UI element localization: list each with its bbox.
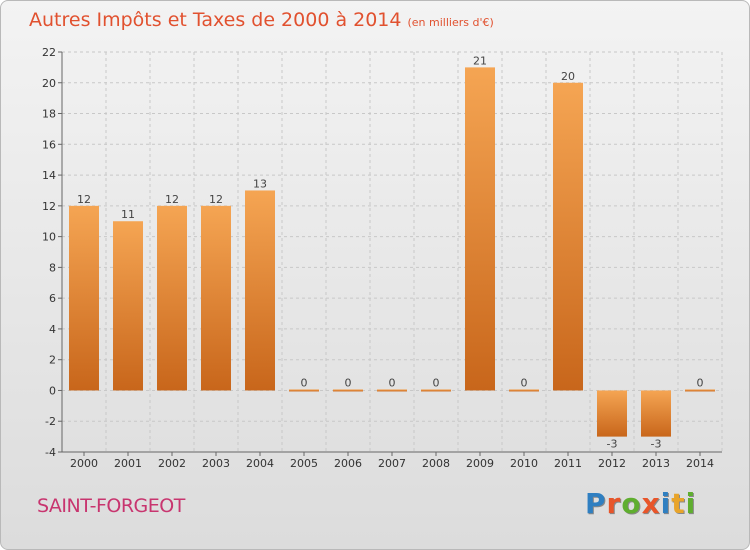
x-tick-label: 2014 [686,457,714,470]
data-label: 13 [253,177,267,190]
commune-name: SAINT-FORGEOT [37,495,185,517]
x-tick-label: 2005 [290,457,318,470]
logo-letter: i [660,487,672,520]
y-tick-label: 6 [49,292,56,305]
data-label: 12 [77,193,91,206]
bar [69,205,99,391]
data-label: 0 [433,376,440,389]
chart-title-text: Autres Impôts et Taxes de 2000 à 2014 [29,9,402,31]
data-label: 0 [345,376,352,389]
logo-letter: i [685,487,697,520]
x-tick-label: 2007 [378,457,406,470]
x-tick-label: 2002 [158,457,186,470]
y-tick-label: 8 [49,261,56,274]
x-tick-label: 2000 [70,457,98,470]
y-tick-label: 14 [42,169,56,182]
x-tick-label: 2001 [114,457,142,470]
data-label: 12 [209,193,223,206]
data-label: 11 [121,208,135,221]
data-label: 0 [697,376,704,389]
logo-letter: t [671,487,686,520]
x-tick-label: 2010 [510,457,538,470]
bar [113,221,143,391]
data-label: 20 [561,70,575,83]
data-label: -3 [651,438,662,451]
chart-title: Autres Impôts et Taxes de 2000 à 2014 (en… [29,9,494,31]
x-tick-label: 2011 [554,457,582,470]
bar [641,390,671,437]
labels: -4-2024681012141618202220001220011120021… [42,46,714,470]
y-tick-label: 12 [42,200,56,213]
proxiti-logo[interactable]: Proxiti [585,487,696,520]
bar [597,390,627,437]
bar [553,82,583,391]
y-tick-label: 10 [42,231,56,244]
bar [157,205,187,391]
logo-letter: P [585,487,607,520]
x-tick-label: 2009 [466,457,494,470]
bar [333,389,363,392]
chart-unit: (en milliers d'€) [407,16,494,29]
bar [465,67,495,391]
y-tick-label: 16 [42,138,56,151]
y-tick-label: 22 [42,46,56,59]
data-label: -3 [607,438,618,451]
y-tick-label: -2 [45,415,56,428]
y-tick-label: 2 [49,354,56,367]
data-label: 12 [165,193,179,206]
y-tick-label: -4 [45,446,56,459]
x-tick-label: 2012 [598,457,626,470]
x-tick-label: 2003 [202,457,230,470]
x-tick-label: 2008 [422,457,450,470]
logo-letter: o [621,487,642,520]
bar [685,389,715,392]
bars [69,67,715,437]
bar [245,190,275,391]
bar [289,389,319,392]
data-label: 0 [301,376,308,389]
data-label: 0 [521,376,528,389]
bar [201,205,231,391]
data-label: 21 [473,54,487,67]
y-tick-label: 0 [49,384,56,397]
x-tick-label: 2006 [334,457,362,470]
logo-letter: x [641,487,661,520]
bar [509,389,539,392]
y-tick-label: 20 [42,77,56,90]
x-tick-label: 2004 [246,457,274,470]
axes [58,51,722,456]
bar [421,389,451,392]
x-tick-label: 2013 [642,457,670,470]
data-label: 0 [389,376,396,389]
logo-letter: r [606,487,622,520]
bar [377,389,407,392]
y-tick-label: 4 [49,323,56,336]
y-tick-label: 18 [42,108,56,121]
